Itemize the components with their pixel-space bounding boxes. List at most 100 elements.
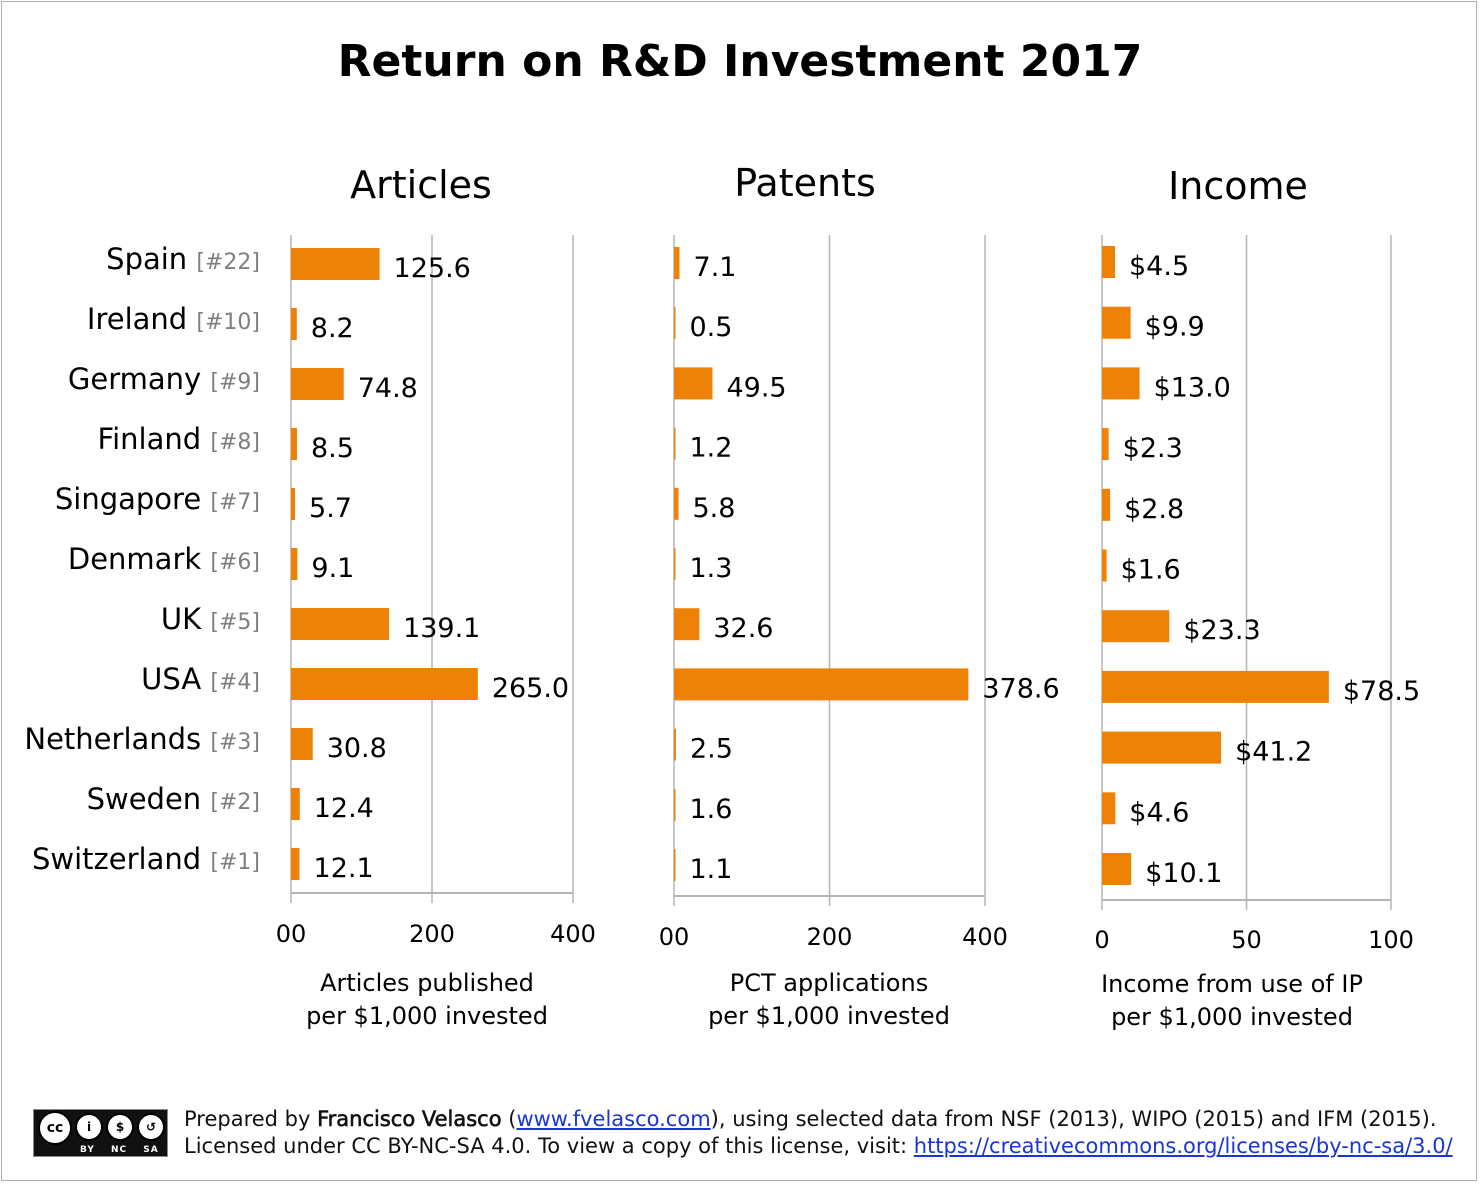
x-tick-label: 400 [550,920,596,948]
data-label: 5.7 [309,493,352,524]
data-label: 265.0 [492,673,569,704]
country-name: Spain [106,242,196,276]
bar [291,848,300,880]
data-label: 12.1 [314,853,374,884]
panel-title: Articles [350,163,492,207]
data-label: 74.8 [358,373,418,404]
data-label: 32.6 [713,613,773,644]
bar [674,788,676,821]
bar [1102,367,1140,400]
data-label: $2.8 [1124,494,1184,525]
footer-line-2: Licensed under CC BY-NC-SA 4.0. To view … [184,1133,1453,1160]
author-link[interactable]: www.fvelasco.com [516,1107,711,1131]
sa-icon: ↺ [137,1113,165,1141]
data-label: $41.2 [1235,737,1312,768]
bar [674,548,676,580]
bar [674,247,680,279]
x-tick-label: 50 [1231,926,1262,954]
country-rank: [#10] [196,310,260,335]
category-label: Netherlands [#3] [24,722,260,756]
data-label: 7.1 [694,252,737,283]
panel-title: Patents [734,161,876,205]
author-name: Francisco Velasco [317,1107,502,1132]
cc-icon: cc [38,1111,72,1145]
data-label: 378.6 [982,673,1059,704]
category-label: Denmark [#6] [68,542,260,576]
country-name: Singapore [55,482,211,516]
footer: Prepared by Francisco Velasco (www.fvela… [184,1106,1453,1160]
data-label: 30.8 [327,733,387,764]
bar [1102,853,1132,885]
x-tick-label: 100 [1368,926,1414,954]
country-rank: [#7] [210,490,260,515]
bar [674,427,676,460]
country-name: Finland [98,422,211,456]
chart-title: Return on R&D Investment 2017 [337,36,1143,87]
panel-title: Income [1168,164,1308,208]
bar [291,308,297,340]
country-rank: [#6] [210,550,260,575]
category-label: Singapore [#7] [55,482,260,516]
bar [291,488,296,520]
x-axis-label: Income from use of IP [1101,970,1363,998]
country-rank: [#1] [210,850,260,875]
x-axis-label: per $1,000 invested [708,1002,950,1030]
country-rank: [#3] [210,730,260,755]
bar [674,668,969,701]
category-label: Finland [#8] [98,422,260,456]
bar [1102,731,1222,764]
data-label: $13.0 [1154,372,1231,403]
category-label: Germany [#9] [68,362,260,396]
data-label: 8.5 [311,433,354,464]
country-rank: [#22] [196,250,260,275]
bar [1102,792,1116,825]
bar [674,367,713,400]
bar [1102,246,1116,278]
bar [1102,306,1131,339]
data-label: $1.6 [1121,555,1181,586]
data-label: $4.6 [1129,797,1189,828]
license-link[interactable]: https://creativecommons.org/licenses/by-… [913,1134,1453,1158]
data-label: $23.3 [1183,615,1260,646]
footer-text: ( [501,1107,517,1131]
country-name: Ireland [87,302,197,336]
by-icon: i [75,1113,103,1141]
country-name: USA [141,662,210,696]
country-name: Switzerland [32,842,210,876]
bar [674,487,679,520]
category-label: Switzerland [#1] [32,842,260,876]
country-rank: [#9] [210,370,260,395]
category-label: Sweden [#2] [87,782,260,816]
footer-text: ), using selected data from NSF (2013), … [710,1107,1437,1131]
data-label: 125.6 [394,253,471,284]
data-label: 49.5 [726,372,786,403]
bar [291,248,380,280]
data-label: $78.5 [1343,676,1420,707]
bar [291,548,298,580]
data-label: 9.1 [311,553,354,584]
data-label: 0.5 [690,312,733,343]
bar [1102,549,1107,582]
data-label: $4.5 [1129,251,1189,282]
data-label: 12.4 [314,793,374,824]
data-label: $2.3 [1123,433,1183,464]
data-label: $9.9 [1145,312,1205,343]
data-label: 1.6 [690,794,733,825]
bar [674,608,700,641]
bar [674,728,676,761]
country-name: Denmark [68,542,211,576]
category-label: Ireland [#10] [87,302,260,336]
data-label: 1.1 [690,854,733,885]
footer-line-1: Prepared by Francisco Velasco (www.fvela… [184,1106,1453,1133]
bar [1102,428,1109,461]
x-axis-label: Articles published [320,969,534,997]
footer-text: Licensed under CC BY-NC-SA 4.0. To view … [184,1134,914,1158]
bar [291,608,390,640]
x-axis-label: PCT applications [730,969,928,997]
data-label: 5.8 [693,493,736,524]
country-name: Germany [68,362,211,396]
bar [291,368,344,400]
data-label: 1.2 [690,433,733,464]
country-name: UK [161,602,210,636]
